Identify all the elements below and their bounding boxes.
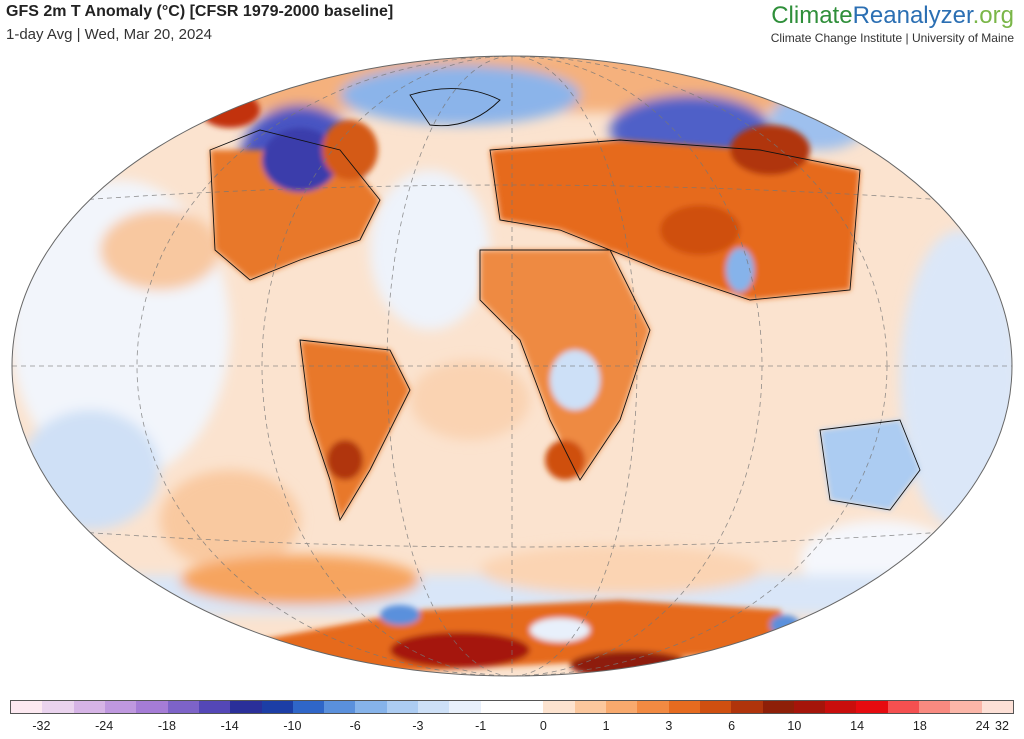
legend-swatch <box>637 701 669 713</box>
brand-logo[interactable]: ClimateReanalyzer.org <box>771 2 1014 30</box>
legend-tick-label: -1 <box>475 719 487 733</box>
legend-swatch <box>950 701 982 713</box>
legend-tick-label: -24 <box>95 719 114 733</box>
legend-swatch <box>230 701 262 713</box>
anomaly-map <box>11 55 1013 677</box>
legend-tick-label: 14 <box>850 719 865 733</box>
legend-tick-label: 24 <box>975 719 990 733</box>
legend-swatch <box>136 701 168 713</box>
legend-swatch <box>449 701 481 713</box>
legend-swatch <box>73 701 105 713</box>
globe-outline <box>11 55 1013 677</box>
legend-tick-label: -3 <box>412 719 424 733</box>
brand-block: ClimateReanalyzer.org Climate Change Ins… <box>771 2 1014 45</box>
legend-tick-label: -32 <box>32 719 51 733</box>
legend-swatch <box>919 701 951 713</box>
legend-swatch <box>198 701 231 713</box>
color-scale-ticks: -32 -24 -18 -14 -10 -6 -3 -1 0 1 3 6 10 14 18 24 32 <box>10 719 1014 735</box>
legend-swatch <box>793 701 826 713</box>
legend-swatch <box>355 701 387 713</box>
legend-swatch <box>418 701 450 713</box>
legend-swatch <box>605 701 638 713</box>
map-subtitle: 1-day Avg | Wed, Mar 20, 2024 <box>6 26 212 43</box>
brand-logo-reanalyzer: Reanalyzer <box>852 2 973 29</box>
legend-tick-label: 1 <box>602 719 610 733</box>
legend-swatch <box>42 701 74 713</box>
brand-logo-climate: Climate <box>771 2 853 29</box>
brand-tagline: Climate Change Institute | University of… <box>770 31 1014 45</box>
anomaly-field <box>12 56 1012 676</box>
legend-tick-label: -14 <box>220 719 239 733</box>
legend-swatch <box>512 701 544 713</box>
legend-tick-label: -10 <box>283 719 302 733</box>
legend-swatch <box>731 701 763 713</box>
legend-swatch <box>292 701 325 713</box>
legend-tick-label: -6 <box>349 719 361 733</box>
legend-swatch <box>480 701 512 713</box>
legend-tick-label: 18 <box>912 719 927 733</box>
legend-swatch <box>324 701 356 713</box>
legend-swatch <box>167 701 199 713</box>
legend-swatch <box>981 701 1013 713</box>
legend-tick-label: 3 <box>665 719 673 733</box>
legend-swatch <box>104 701 137 713</box>
legend-swatch <box>386 701 419 713</box>
legend-tick-label: 32 <box>995 719 1009 733</box>
legend-swatch <box>762 701 794 713</box>
legend-swatch <box>574 701 606 713</box>
brand-logo-org: .org <box>972 2 1014 29</box>
legend-swatch <box>856 701 888 713</box>
legend-tick-label: 0 <box>539 719 547 733</box>
legend-tick-label: 10 <box>787 719 802 733</box>
legend-swatch <box>261 701 293 713</box>
legend-swatch <box>887 701 920 713</box>
legend-swatch <box>699 701 732 713</box>
legend-tick-label: -18 <box>157 719 176 733</box>
legend-tick-label: 6 <box>728 719 736 733</box>
legend-swatch <box>668 701 700 713</box>
legend-swatch <box>543 701 575 713</box>
legend-swatch <box>11 701 43 713</box>
color-scale-bar <box>10 700 1014 714</box>
map-title: GFS 2m T Anomaly (°C) [CFSR 1979-2000 ba… <box>6 3 394 20</box>
legend-swatch <box>825 701 857 713</box>
